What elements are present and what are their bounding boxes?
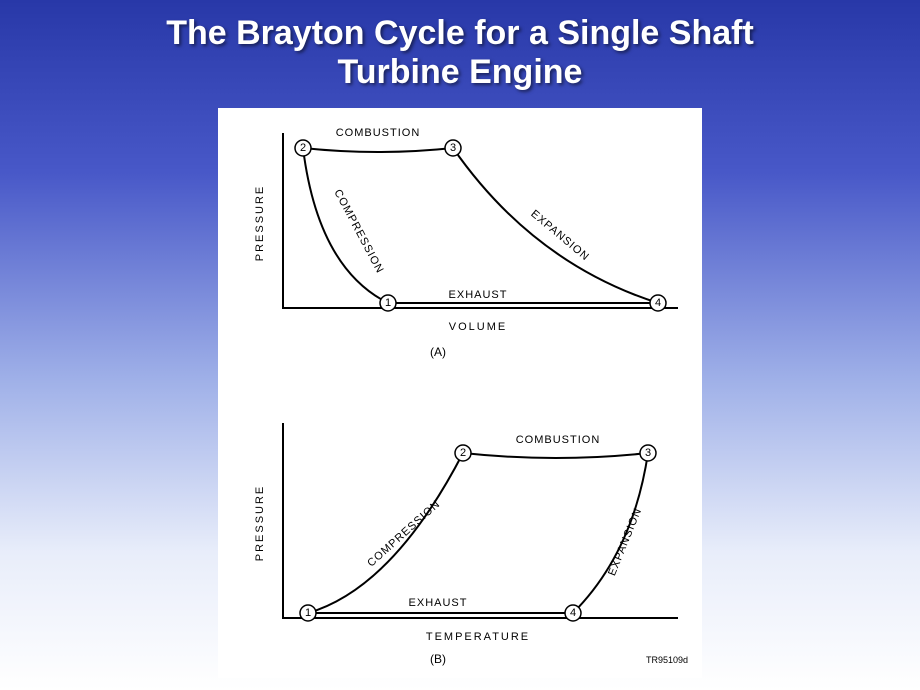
panel-b-expansion-curve (573, 453, 648, 613)
panel-a-compression-curve (303, 148, 388, 303)
panel-b-label: (B) (430, 652, 446, 666)
svg-text:2: 2 (300, 142, 306, 154)
panel-a-node-4: 4 (650, 295, 666, 311)
panel-a-label: (A) (430, 345, 446, 359)
panel-a-axes (283, 133, 678, 308)
panel-b-node-4: 4 (565, 605, 581, 621)
svg-text:1: 1 (385, 297, 391, 309)
document-id: TR95109d (646, 655, 688, 665)
panel-b-node-1: 1 (300, 605, 316, 621)
panel-a-xlabel: VOLUME (449, 321, 507, 333)
page-title: The Brayton Cycle for a Single Shaft Tur… (0, 0, 920, 92)
brayton-diagram-svg: 1 2 3 4 PRESSURE VOLUME COMPRESSION COMB… (218, 108, 702, 678)
panel-a-node-3: 3 (445, 140, 461, 156)
panel-b-node-3: 3 (640, 445, 656, 461)
panel-b-axes (283, 423, 678, 618)
panel-b-compression-label: COMPRESSION (365, 498, 443, 569)
panel-a-node-2: 2 (295, 140, 311, 156)
svg-text:3: 3 (645, 447, 651, 459)
svg-text:3: 3 (450, 142, 456, 154)
panel-b: 1 2 3 4 PRESSURE TEMPERATURE COMPRESSION… (254, 423, 688, 666)
svg-text:2: 2 (460, 447, 466, 459)
panel-b-expansion-label: EXPANSION (606, 506, 644, 578)
panel-b-compression-curve (308, 453, 463, 613)
panel-a: 1 2 3 4 PRESSURE VOLUME COMPRESSION COMB… (254, 127, 678, 359)
panel-b-exhaust-label: EXHAUST (409, 597, 468, 609)
panel-b-combustion-curve (463, 453, 648, 458)
title-line-1: The Brayton Cycle for a Single Shaft (166, 14, 754, 52)
panel-a-node-1: 1 (380, 295, 396, 311)
panel-b-combustion-label: COMBUSTION (516, 434, 601, 446)
panel-a-exhaust-label: EXHAUST (449, 289, 508, 301)
panel-a-combustion-label: COMBUSTION (336, 127, 421, 139)
svg-text:1: 1 (305, 607, 311, 619)
panel-b-xlabel: TEMPERATURE (426, 631, 530, 643)
diagram-panel: 1 2 3 4 PRESSURE VOLUME COMPRESSION COMB… (218, 108, 702, 678)
panel-b-node-2: 2 (455, 445, 471, 461)
panel-a-ylabel: PRESSURE (254, 185, 266, 262)
title-line-2: Turbine Engine (338, 53, 583, 91)
panel-b-ylabel: PRESSURE (254, 485, 266, 562)
panel-a-combustion-curve (303, 148, 453, 152)
svg-text:4: 4 (570, 607, 576, 619)
panel-a-compression-label: COMPRESSION (331, 187, 385, 275)
svg-text:4: 4 (655, 297, 661, 309)
